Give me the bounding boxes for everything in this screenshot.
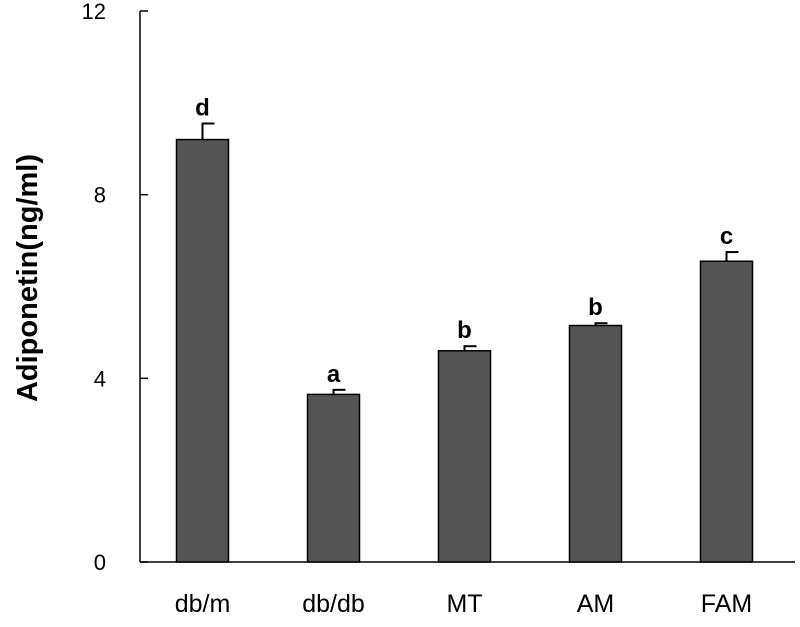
significance-label: b xyxy=(588,294,603,321)
category-label: MT xyxy=(446,590,482,618)
y-axis-title-group: Adiponetin(ng/ml) xyxy=(12,154,44,402)
bar xyxy=(437,350,492,563)
y-axis-title: Adiponetin(ng/ml) xyxy=(12,154,44,402)
bar xyxy=(699,260,754,563)
significance-label: b xyxy=(457,317,472,344)
bar xyxy=(175,138,230,563)
significance-label: c xyxy=(720,223,733,250)
y-tick-label: 0 xyxy=(94,550,106,575)
category-label: db/m xyxy=(175,590,231,618)
y-tick-label: 8 xyxy=(94,183,106,208)
bar xyxy=(568,324,623,563)
y-tick-label: 4 xyxy=(94,366,106,391)
bars xyxy=(175,122,754,563)
category-label: db/db xyxy=(302,590,365,618)
labels: 0 4 8 12 d db/m a db/db b MT b AM c FAM xyxy=(82,0,753,618)
significance-label: a xyxy=(327,361,341,388)
category-label: FAM xyxy=(701,590,752,618)
category-label: AM xyxy=(577,590,615,618)
bar xyxy=(306,393,361,563)
y-tick-label: 12 xyxy=(82,0,106,24)
significance-label: d xyxy=(195,94,210,121)
